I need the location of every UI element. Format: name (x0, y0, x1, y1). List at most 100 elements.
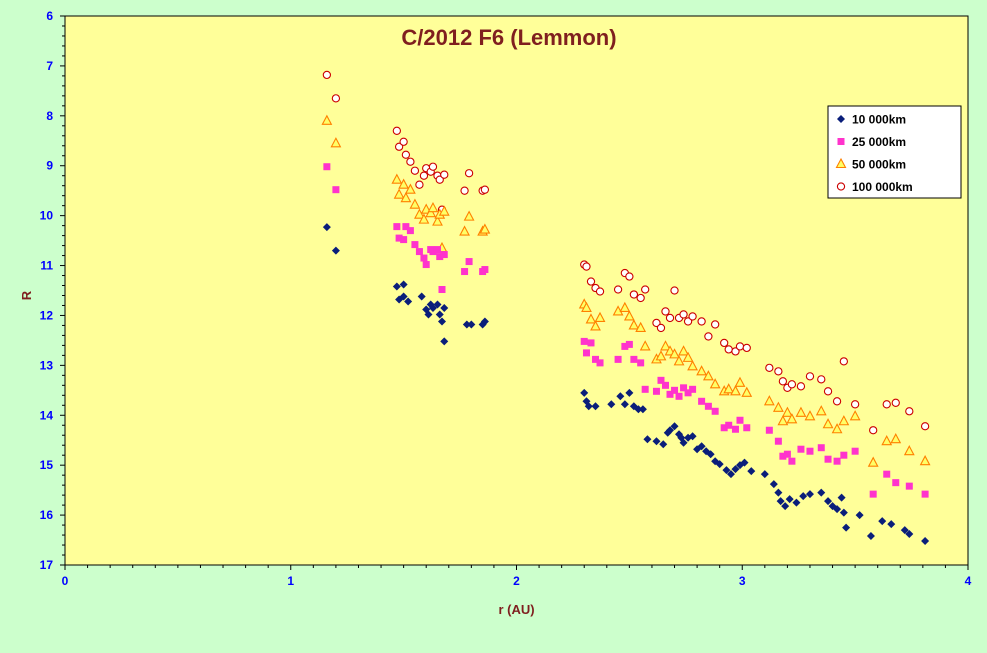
diamond-point (392, 282, 401, 291)
circle-point (832, 397, 842, 406)
diamond-point (731, 465, 740, 474)
square-point (731, 425, 739, 433)
triangle-point (590, 320, 601, 331)
triangle-point (741, 386, 753, 397)
circle-point (629, 290, 639, 299)
circle-point (720, 338, 729, 348)
y-axis-label: R (19, 290, 34, 300)
triangle-point (835, 157, 847, 169)
square-point (675, 392, 683, 400)
triangle-point (669, 348, 680, 359)
diamond-point (440, 303, 449, 312)
legend: 10 000km 25 000km 50 000km 100 000km (827, 105, 962, 199)
diamond-point (666, 426, 675, 435)
circle-point (464, 169, 474, 178)
triangle-point (795, 406, 807, 417)
triangle-point (890, 433, 902, 444)
circle-point (322, 70, 332, 80)
circle-point (480, 185, 490, 194)
square-point (720, 424, 728, 432)
y-tick-label: 9 (46, 159, 53, 173)
square-point (625, 340, 633, 348)
circle-point (586, 277, 596, 286)
circle-point (920, 422, 930, 431)
triangle-point (772, 401, 784, 412)
diamond-point (824, 497, 833, 506)
triangle-point (673, 355, 685, 366)
circle-point (905, 407, 914, 416)
square-point (698, 397, 706, 405)
x-tick-label: 0 (62, 574, 69, 588)
circle-point (869, 426, 878, 435)
legend-label: 50 000km (852, 158, 906, 172)
square-point (725, 421, 733, 429)
triangle-point (702, 370, 714, 381)
square-point (921, 490, 929, 498)
square-point (429, 248, 437, 256)
square-point (711, 407, 719, 415)
square-point (774, 437, 782, 445)
square-point (680, 384, 688, 392)
diamond-point (722, 466, 731, 475)
diamond-point (634, 405, 643, 414)
triangle-point (687, 360, 698, 371)
diamond-point (404, 297, 413, 306)
triangle-point (438, 205, 450, 216)
diamond-point (866, 532, 875, 541)
circle-point (460, 186, 469, 195)
diamond-point (625, 388, 634, 397)
triangle-point (414, 208, 425, 219)
triangle-point (432, 215, 443, 226)
diamond-point (805, 490, 814, 499)
circle-point (823, 387, 833, 396)
square-point (666, 390, 674, 398)
triangle-point (831, 423, 843, 434)
chart-title: C/2012 F6 (Lemmon) (401, 25, 616, 50)
circle-point (582, 262, 591, 271)
square-point (621, 342, 629, 350)
diamond-point (591, 402, 600, 411)
square-point (743, 424, 751, 432)
diamond-point (774, 488, 783, 497)
triangle-point (655, 350, 667, 361)
diamond-point (584, 402, 593, 411)
square-point (637, 359, 645, 367)
square-point (840, 451, 848, 459)
square-point (438, 286, 446, 294)
triangle-point (463, 210, 475, 221)
diamond-point (855, 511, 864, 520)
square-point (892, 479, 900, 487)
triangle-point (623, 310, 635, 321)
diamond-point (842, 523, 851, 532)
diamond-point (399, 280, 408, 289)
triangle-point (682, 351, 694, 362)
square-point (652, 387, 660, 395)
circle-point (839, 357, 848, 366)
triangle-point (777, 415, 789, 426)
triangle-point (409, 198, 421, 209)
triangle-point (867, 456, 879, 467)
diamond-point (620, 400, 629, 409)
triangle-point (919, 455, 931, 466)
square-point (851, 447, 859, 455)
circle-point (428, 162, 438, 171)
triangle-point (849, 410, 861, 421)
circle-point (415, 180, 424, 189)
square-point (406, 227, 414, 235)
y-tick-label: 15 (40, 458, 54, 472)
triangle-point (330, 137, 342, 148)
diamond-point (837, 115, 845, 123)
square-point (765, 426, 773, 434)
diamond-point (480, 317, 489, 326)
circle-point (731, 347, 740, 356)
triangle-point (393, 188, 405, 199)
square-point (395, 234, 403, 242)
square-point (783, 450, 791, 458)
square-point (422, 261, 430, 269)
diamond-point (435, 310, 444, 319)
diamond-point (726, 470, 735, 479)
diamond-point (652, 437, 661, 446)
y-tick-label: 17 (40, 558, 54, 572)
circle-point (787, 380, 797, 389)
diamond-point (769, 480, 778, 489)
